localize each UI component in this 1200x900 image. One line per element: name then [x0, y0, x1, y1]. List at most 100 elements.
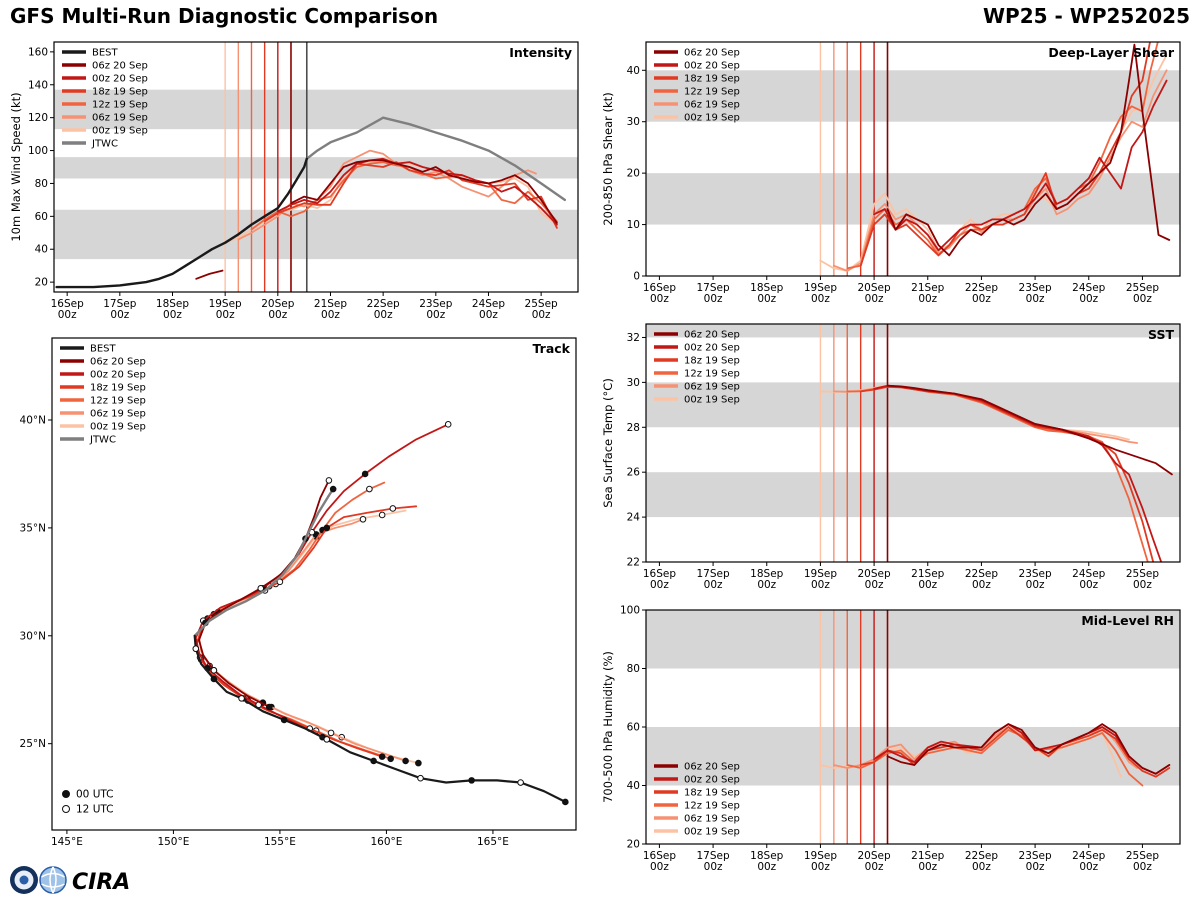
svg-text:BEST: BEST [90, 344, 117, 355]
svg-text:40°N: 40°N [20, 415, 46, 427]
svg-text:22: 22 [627, 557, 640, 569]
svg-text:18z 19 Sep: 18z 19 Sep [92, 87, 148, 98]
svg-text:20: 20 [35, 277, 48, 289]
footer-logos: CIRA [8, 862, 208, 898]
svg-text:60: 60 [35, 211, 48, 223]
sst-svg: 16Sep 00z 17Sep 00z 18Sep 00z 19Sep 00z 20Sep 00z… [601, 323, 1181, 591]
svg-text:155°E: 155°E [264, 836, 296, 848]
series-BEST [193, 634, 567, 803]
svg-text:18z 19 Sep: 18z 19 Sep [90, 383, 146, 394]
svg-text:20: 20 [627, 168, 640, 180]
track-svg: 145°E 150°E 155°E 160°E 165°E 25°N 30°N 35°N 40°… [20, 337, 577, 848]
svg-text:00 UTC: 00 UTC [76, 789, 114, 801]
svg-text:24: 24 [627, 512, 641, 524]
svg-text:BEST: BEST [92, 48, 119, 59]
svg-text:18z 19 Sep: 18z 19 Sep [684, 356, 740, 367]
svg-text:100: 100 [28, 145, 48, 157]
svg-text:32: 32 [627, 332, 640, 344]
svg-text:10: 10 [627, 219, 640, 231]
svg-text:00z 20 Sep: 00z 20 Sep [684, 343, 740, 354]
series-00z-20-Sep [276, 157, 558, 226]
svg-text:06z 20 Sep: 06z 20 Sep [684, 48, 740, 59]
svg-text:100: 100 [620, 605, 640, 617]
rh-svg: 16Sep 00z 17Sep 00z 18Sep 00z 19Sep 00z 20Sep 00z… [601, 605, 1181, 873]
svg-text:00z 19 Sep: 00z 19 Sep [92, 126, 148, 137]
cira-wordmark: CIRA [72, 870, 130, 895]
shear-svg: 16Sep 00z 17Sep 00z 18Sep 00z 19Sep 00z 20Sep 00z… [601, 41, 1181, 305]
series-06z-20-Sep [290, 159, 558, 224]
svg-text:60: 60 [627, 722, 640, 734]
svg-text:00z 19 Sep: 00z 19 Sep [684, 113, 740, 124]
svg-text:Sea Surface Temp (°C): Sea Surface Temp (°C) [601, 378, 615, 508]
svg-text:Deep-Layer Shear: Deep-Layer Shear [1048, 45, 1174, 60]
svg-text:0: 0 [633, 271, 640, 283]
series-18z-19-Sep [263, 161, 558, 229]
mid-level-rh-chart: 16Sep 00z 17Sep 00z 18Sep 00z 19Sep 00z 20Sep 00z… [600, 602, 1194, 878]
svg-text:12z 19 Sep: 12z 19 Sep [684, 369, 740, 380]
series-18z-19-Sep [195, 505, 418, 758]
svg-text:12z 19 Sep: 12z 19 Sep [684, 87, 740, 98]
svg-text:06z 20 Sep: 06z 20 Sep [684, 762, 740, 773]
svg-text:30°N: 30°N [20, 630, 46, 642]
storm-id-title: WP25 - WP252025 [983, 4, 1190, 28]
svg-text:00z 19 Sep: 00z 19 Sep [90, 422, 146, 433]
series-06z-19-Sep [832, 726, 1138, 769]
logos-svg: CIRA [10, 866, 130, 895]
series-12z-19-Sep [846, 729, 1144, 787]
series-00z-20-Sep [873, 79, 1168, 252]
svg-text:165°E: 165°E [477, 836, 509, 848]
svg-text:06z 20 Sep: 06z 20 Sep [92, 61, 148, 72]
svg-text:JTWC: JTWC [91, 139, 118, 150]
svg-text:40: 40 [627, 65, 640, 77]
svg-text:160: 160 [28, 46, 48, 58]
svg-text:140: 140 [28, 79, 48, 91]
svg-text:18z 19 Sep: 18z 19 Sep [684, 74, 740, 85]
svg-text:18z 19 Sep: 18z 19 Sep [684, 788, 740, 799]
svg-text:30: 30 [627, 377, 640, 389]
svg-text:700-500 hPa Humidity (%): 700-500 hPa Humidity (%) [601, 651, 615, 803]
svg-text:12z 19 Sep: 12z 19 Sep [90, 396, 146, 407]
series-06z-20-Sep [886, 723, 1171, 775]
svg-text:00z 20 Sep: 00z 20 Sep [92, 74, 148, 85]
svg-text:26: 26 [627, 467, 641, 479]
svg-text:80: 80 [35, 178, 48, 190]
deep-layer-shear-chart: 16Sep 00z 17Sep 00z 18Sep 00z 19Sep 00z 20Sep 00z… [600, 34, 1194, 310]
svg-text:145°E: 145°E [51, 836, 83, 848]
svg-text:160°E: 160°E [370, 836, 402, 848]
intensity-svg: 16Sep 00z 17Sep 00z 18Sep 00z 19Sep 00z 20Sep 00z… [9, 41, 579, 321]
svg-text:12 UTC: 12 UTC [76, 804, 114, 816]
svg-text:12z 19 Sep: 12z 19 Sep [684, 801, 740, 812]
seal-icon [10, 866, 38, 894]
svg-text:40: 40 [35, 244, 48, 256]
series-06z-20-Sep [886, 43, 1171, 257]
svg-text:00z 20 Sep: 00z 20 Sep [90, 370, 146, 381]
